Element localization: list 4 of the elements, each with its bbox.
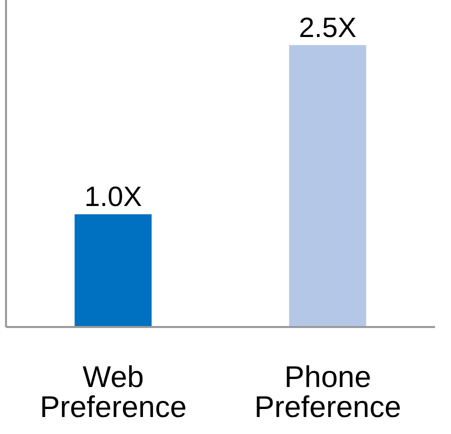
data-label: 1.0X <box>84 181 142 212</box>
x-tick-label: Phone Preference <box>254 361 402 424</box>
data-label: 2.5X <box>298 12 357 44</box>
x-tick-label: Web Preference <box>40 361 187 424</box>
